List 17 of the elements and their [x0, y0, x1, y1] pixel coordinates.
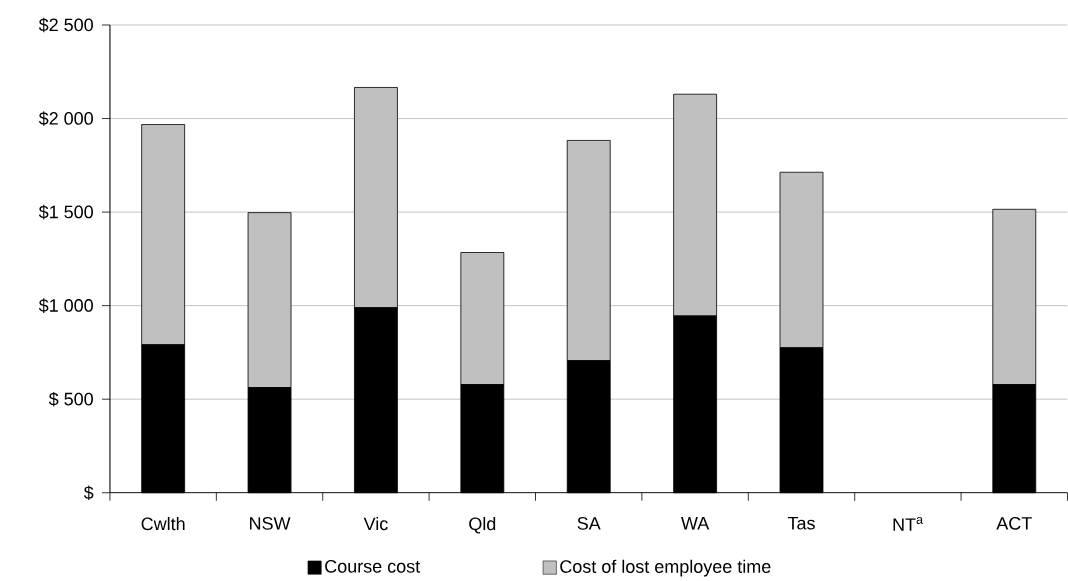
y-tick-label: $2 500 — [38, 17, 93, 33]
x-tick-label: NT$^{a}$ — [893, 517, 924, 531]
legend-label: Course cost — [325, 560, 421, 573]
x-tick-label: Qld — [469, 517, 496, 534]
x-tick-label: WA — [681, 517, 710, 530]
x-tick-label: Vic — [363, 517, 388, 531]
legend-label: Cost of lost employee time — [560, 559, 771, 577]
x-tick-label: NSW — [250, 517, 291, 530]
x-tick-label: ACT — [996, 517, 1032, 530]
x-tick-label: SA — [577, 517, 601, 530]
y-tick-label: $1 000 — [38, 298, 93, 314]
y-tick-label: $ — [83, 485, 94, 501]
y-tick-label: $2 000 — [38, 111, 93, 126]
y-tick-label: $ 500 — [48, 392, 93, 407]
x-tick-label: Tas — [787, 517, 815, 530]
x-tick-label: Cwlth — [141, 517, 185, 531]
y-tick-label: $1 500 — [38, 204, 93, 220]
